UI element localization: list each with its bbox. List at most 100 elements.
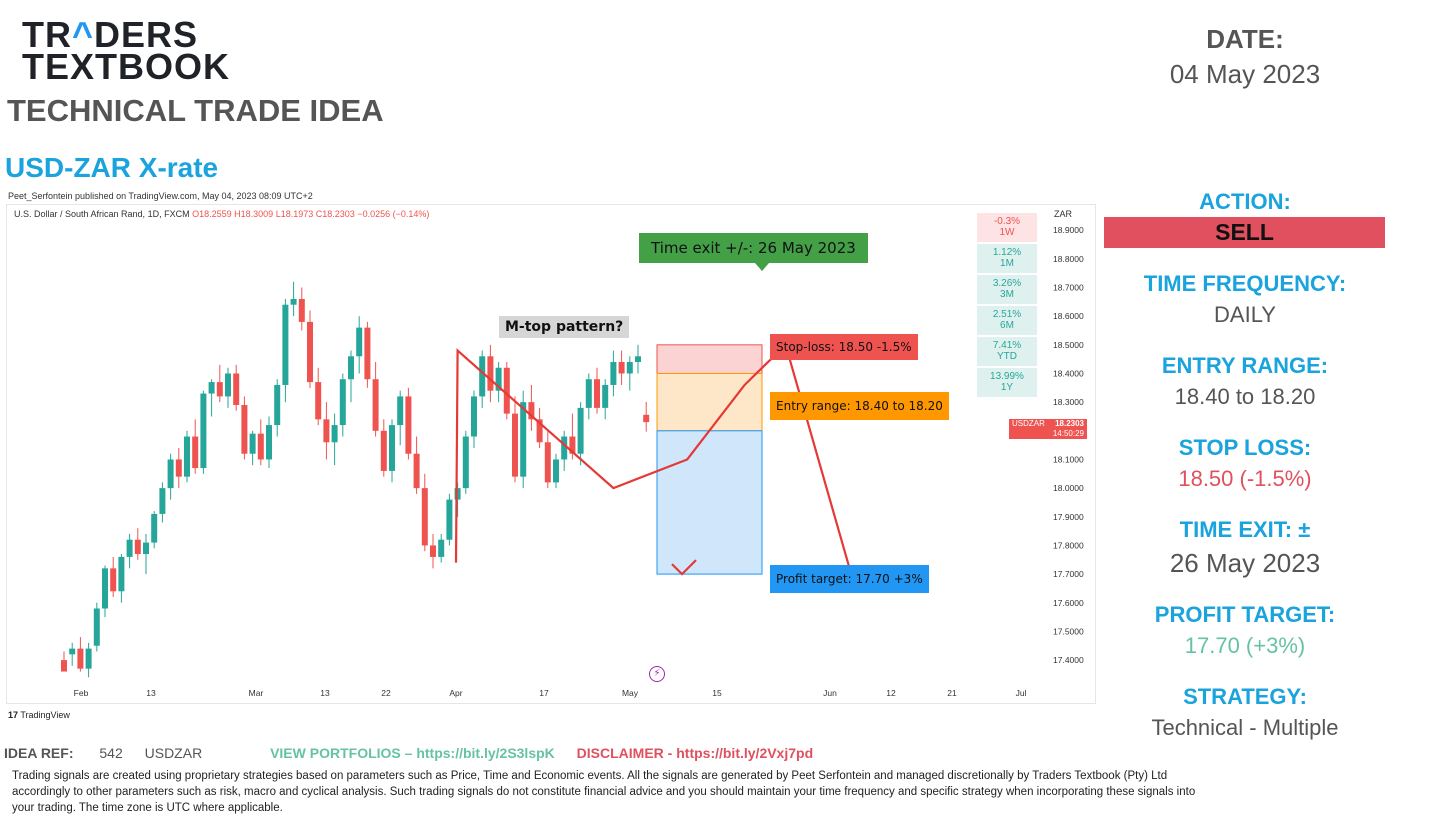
y-tick-label: 18.8000 bbox=[1053, 254, 1084, 264]
performance-cell[interactable]: 2.51% 6M bbox=[977, 306, 1037, 335]
candle bbox=[143, 533, 149, 575]
y-tick-label: 18.6000 bbox=[1053, 311, 1084, 321]
action-badge: SELL bbox=[1104, 217, 1385, 248]
pattern-annotation[interactable]: M-top pattern? bbox=[499, 316, 630, 338]
candle bbox=[594, 367, 600, 414]
y-tick-label: 18.1000 bbox=[1053, 454, 1084, 464]
candle bbox=[479, 350, 486, 408]
stop-loss-value: 18.50 (-1.5%) bbox=[1178, 466, 1312, 491]
candle bbox=[495, 362, 502, 403]
candle bbox=[372, 362, 379, 437]
entry-range-zone bbox=[656, 372, 763, 432]
last-price-countdown: 14:50:29 bbox=[1052, 429, 1084, 438]
tv-icon: 17 bbox=[8, 710, 19, 720]
footer-row: IDEA REF: 542 USDZAR VIEW PORTFOLIOS – h… bbox=[4, 745, 813, 761]
candle bbox=[421, 473, 428, 552]
currency-label: ZAR bbox=[1054, 209, 1072, 219]
stop-loss-annotation[interactable]: Stop-loss: 18.50 -1.5% bbox=[770, 334, 918, 360]
performance-period: 1M bbox=[1000, 258, 1014, 269]
time-exit-pointer bbox=[755, 263, 769, 271]
candle bbox=[216, 364, 223, 403]
candle bbox=[503, 362, 510, 420]
candle bbox=[233, 364, 240, 411]
disclaimer-text: Trading signals are created using propri… bbox=[12, 768, 1292, 816]
candle bbox=[438, 533, 445, 563]
candle bbox=[339, 373, 346, 437]
candle bbox=[282, 298, 289, 403]
candle bbox=[290, 281, 297, 317]
performance-cell[interactable]: 13.99% 1Y bbox=[977, 368, 1037, 397]
logo-line-2: TEXTBOOK bbox=[22, 46, 231, 87]
performance-period: 1W bbox=[999, 227, 1015, 238]
x-tick-label: Feb bbox=[74, 688, 89, 698]
entry-range-value: 18.40 to 18.20 bbox=[1174, 384, 1316, 409]
candle bbox=[184, 430, 190, 483]
entry-range-annotation[interactable]: Entry range: 18.40 to 18.20 bbox=[770, 392, 949, 420]
candle bbox=[241, 396, 248, 460]
lightning-icon[interactable]: ⚡ bbox=[649, 666, 665, 682]
ohlc-open: O18.2559 bbox=[192, 209, 232, 219]
candle bbox=[487, 344, 494, 403]
candle bbox=[544, 430, 551, 489]
strategy-label: STRATEGY: bbox=[1183, 684, 1307, 709]
disclaimer-line: your trading. The time zone is UTC where… bbox=[12, 802, 283, 814]
performance-cell[interactable]: 1.12% 1M bbox=[977, 244, 1037, 273]
candle bbox=[200, 390, 207, 474]
candle bbox=[389, 419, 395, 483]
candle bbox=[134, 528, 141, 560]
y-tick-label: 17.6000 bbox=[1053, 598, 1084, 608]
disclaimer-link[interactable]: DISCLAIMER - https://bit.ly/2Vxj7pd bbox=[576, 745, 814, 761]
candle bbox=[561, 430, 568, 471]
candle bbox=[471, 390, 477, 448]
candle bbox=[249, 430, 256, 466]
candle bbox=[225, 367, 231, 408]
profit-target-annotation[interactable]: Profit target: 17.70 +3% bbox=[770, 565, 929, 593]
ohlc-close: C18.2303 bbox=[315, 209, 355, 219]
date-label: DATE: bbox=[1206, 24, 1284, 54]
candle bbox=[610, 350, 617, 397]
performance-period: 3M bbox=[1000, 289, 1014, 300]
frequency-value: DAILY bbox=[1214, 302, 1276, 327]
performance-cell[interactable]: 3.26% 3M bbox=[977, 275, 1037, 304]
performance-pct: 3.26% bbox=[992, 278, 1022, 289]
candle bbox=[331, 413, 338, 466]
performance-cell[interactable]: -0.3% 1W bbox=[977, 213, 1037, 242]
chart-panel: 18.9000 18.8000 18.7000 18.6000 18.5000 18.40… bbox=[6, 204, 1096, 704]
candle bbox=[512, 396, 518, 483]
idea-ref-label: IDEA REF: bbox=[4, 745, 74, 761]
ohlc-high: H18.3009 bbox=[234, 209, 274, 219]
y-tick-label: 17.5000 bbox=[1053, 626, 1084, 636]
candle bbox=[405, 387, 412, 460]
idea-ref-symbol: USDZAR bbox=[144, 745, 203, 761]
candle bbox=[446, 493, 453, 546]
y-tick-label: 18.3000 bbox=[1053, 397, 1084, 407]
candle bbox=[462, 430, 469, 494]
candle bbox=[118, 554, 125, 603]
candle bbox=[323, 402, 330, 460]
candle bbox=[397, 390, 404, 446]
y-tick-label: 17.7000 bbox=[1053, 569, 1084, 579]
portfolios-link[interactable]: VIEW PORTFOLIOS – https://bit.ly/2S3lspK bbox=[270, 745, 555, 761]
candlestick-chart[interactable]: 18.9000 18.8000 18.7000 18.6000 18.5000 18.40… bbox=[7, 205, 1095, 703]
candle bbox=[635, 344, 641, 374]
performance-pct: 2.51% bbox=[992, 309, 1022, 320]
chart-header: U.S. Dollar / South African Rand, 1D, FX… bbox=[14, 209, 429, 219]
last-price-value: 18.2303 bbox=[1055, 419, 1084, 428]
page-title: TECHNICAL TRADE IDEA bbox=[7, 93, 384, 128]
candle bbox=[151, 511, 158, 549]
performance-period: 6M bbox=[1000, 320, 1014, 331]
y-tick-label: 18.4000 bbox=[1053, 368, 1084, 378]
time-exit-annotation[interactable]: Time exit +/-: 26 May 2023 bbox=[639, 233, 868, 263]
y-tick-label: 17.4000 bbox=[1053, 655, 1084, 665]
candle bbox=[257, 419, 264, 466]
candle bbox=[430, 533, 436, 569]
published-note: Peet_Serfontein published on TradingView… bbox=[8, 191, 313, 201]
down-arrow-head bbox=[671, 559, 697, 576]
candle bbox=[626, 356, 633, 391]
disclaimer-line: accordingly to other parameters such as … bbox=[12, 786, 1196, 798]
candle bbox=[77, 637, 84, 672]
performance-cell[interactable]: 7.41% YTD bbox=[977, 337, 1037, 366]
candle bbox=[348, 350, 354, 403]
candle bbox=[85, 642, 92, 678]
candle bbox=[298, 287, 305, 331]
